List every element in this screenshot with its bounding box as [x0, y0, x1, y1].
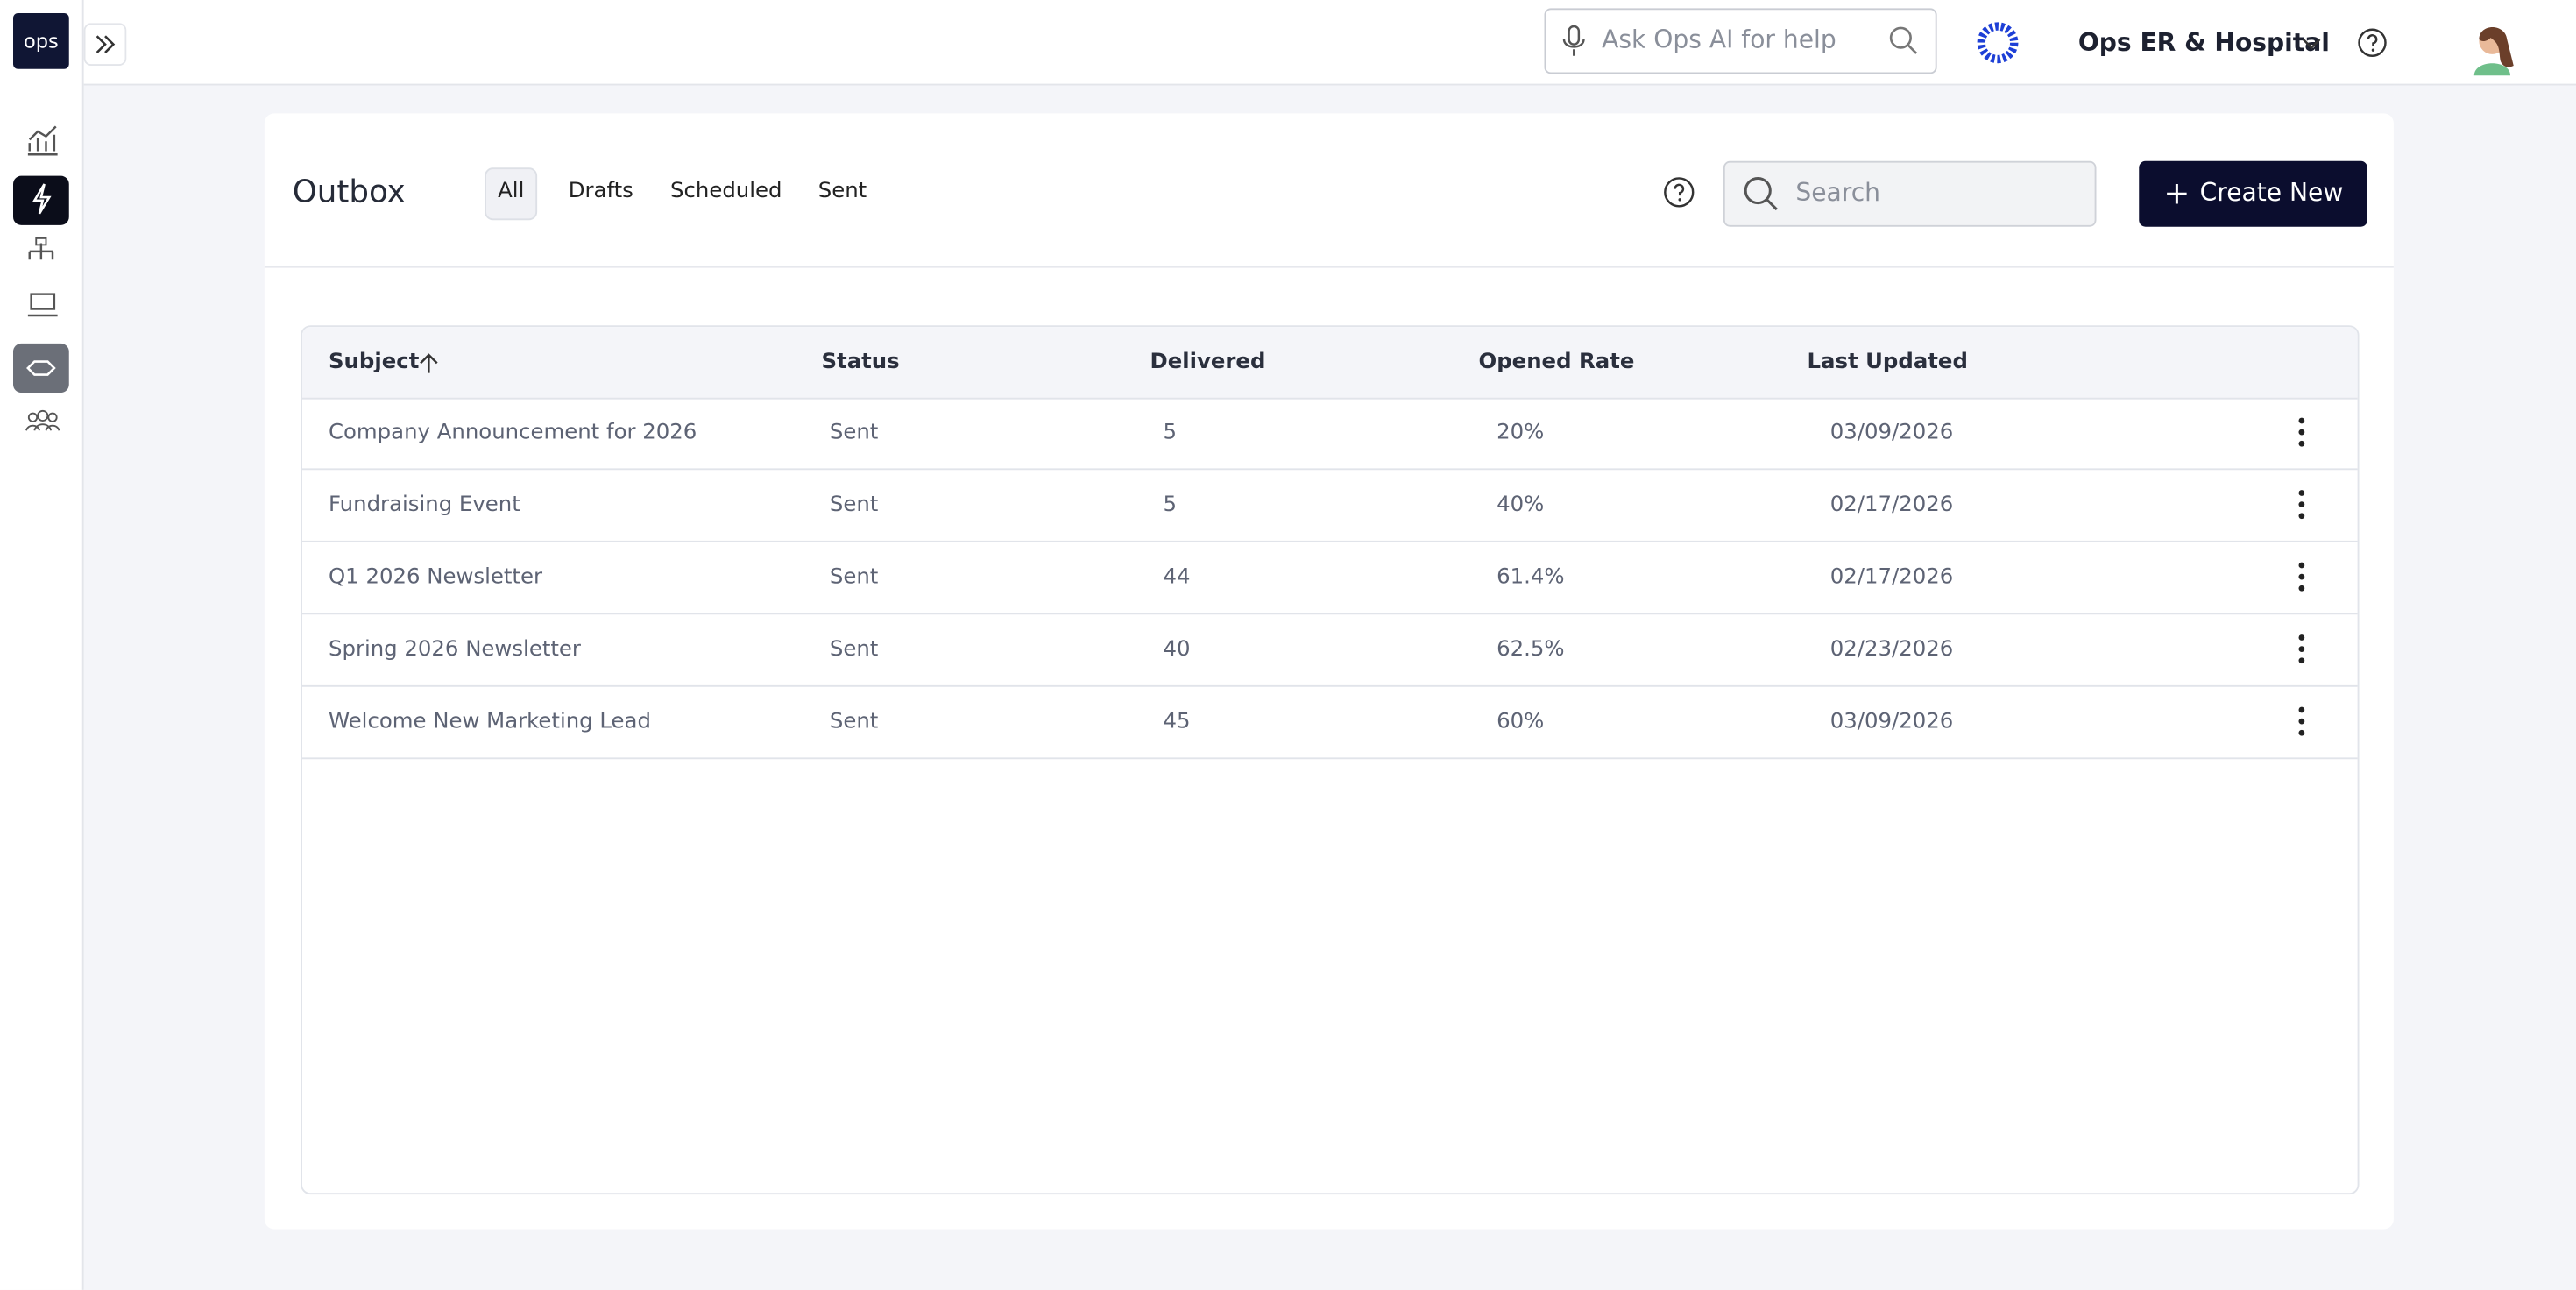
help-icon[interactable] — [2356, 26, 2389, 60]
page-title: Outbox — [292, 174, 406, 210]
table-cell: Sent — [829, 493, 879, 518]
table-cell[interactable]: Spring 2026 Newsletter — [329, 637, 581, 663]
sort-arrow[interactable] — [417, 351, 440, 374]
tab[interactable]: All — [485, 167, 538, 221]
outbox-table — [301, 325, 2360, 1195]
table-cell: 44 — [1163, 565, 1191, 591]
table-cell: 20% — [1497, 421, 1545, 446]
table-cell: Sent — [829, 637, 879, 663]
row-menu[interactable] — [2290, 560, 2313, 593]
table-cell: 02/17/2026 — [1829, 565, 1954, 591]
table-cell: 02/23/2026 — [1829, 637, 1954, 663]
table-cell[interactable]: Welcome New Marketing Lead — [329, 710, 651, 735]
user-avatar[interactable] — [2461, 13, 2521, 79]
row-divider — [302, 757, 2358, 760]
divider — [264, 266, 2394, 268]
table-cell: 02/17/2026 — [1829, 493, 1954, 518]
search-placeholder: Search — [1795, 177, 1881, 208]
table-cell[interactable]: Company Announcement for 2026 — [329, 421, 697, 446]
row-divider — [302, 540, 2358, 542]
table-cell: Sent — [829, 565, 879, 591]
column-header[interactable]: Opened Rate — [1478, 350, 1635, 375]
row-menu[interactable] — [2290, 633, 2313, 666]
column-header[interactable]: Delivered — [1150, 350, 1266, 375]
search-box[interactable] — [1723, 160, 2097, 227]
tab[interactable]: Scheduled — [670, 179, 782, 204]
table-cell: 03/09/2026 — [1829, 421, 1954, 446]
expand-button[interactable] — [83, 23, 127, 66]
tab[interactable]: Sent — [817, 179, 867, 204]
table-cell: 03/09/2026 — [1829, 710, 1954, 735]
logo[interactable]: ops — [13, 13, 69, 69]
table-cell: 45 — [1163, 710, 1191, 735]
organization-name[interactable]: Ops ER & Hospital — [2077, 27, 2330, 58]
table-cell[interactable]: Q1 2026 Newsletter — [329, 565, 543, 591]
column-header[interactable]: Status — [821, 350, 900, 375]
table-cell: 60% — [1497, 710, 1545, 735]
org-dropdown[interactable] — [2300, 33, 2323, 56]
ai-search-placeholder: Ask Ops AI for help — [1602, 25, 1836, 54]
table-cell: 5 — [1163, 421, 1178, 446]
row-divider — [302, 468, 2358, 471]
search-icon[interactable] — [1887, 25, 1921, 58]
row-menu[interactable] — [2290, 488, 2313, 521]
nav-icons[interactable] — [13, 115, 73, 460]
table-cell[interactable]: Fundraising Event — [329, 493, 520, 518]
table-cell: 62.5% — [1497, 637, 1565, 663]
row-menu[interactable] — [2290, 415, 2313, 449]
plus-icon — [2167, 184, 2187, 204]
column-header[interactable]: Subject — [329, 350, 420, 375]
table-cell: 61.4% — [1497, 565, 1565, 591]
column-header[interactable]: Last Updated — [1807, 350, 1968, 375]
search-icon — [1744, 176, 1778, 211]
create-new-label[interactable]: Create New — [2199, 177, 2344, 208]
ai-search-box[interactable] — [1544, 8, 1937, 74]
table-cell: 40 — [1163, 637, 1191, 663]
table-cell: 40% — [1497, 493, 1545, 518]
table-cell: 5 — [1163, 493, 1178, 518]
table-header — [302, 327, 2358, 400]
help-icon[interactable] — [1663, 176, 1696, 209]
row-menu[interactable] — [2290, 705, 2313, 738]
row-divider — [302, 613, 2358, 615]
ai-logo[interactable] — [1977, 21, 2020, 64]
row-divider — [302, 684, 2358, 687]
top-bar — [0, 0, 2576, 86]
table-cell: Sent — [829, 710, 879, 735]
outbox-card — [264, 113, 2394, 1230]
tab[interactable]: Drafts — [568, 179, 633, 204]
mic-icon[interactable] — [1560, 25, 1587, 58]
table-cell: Sent — [829, 421, 879, 446]
